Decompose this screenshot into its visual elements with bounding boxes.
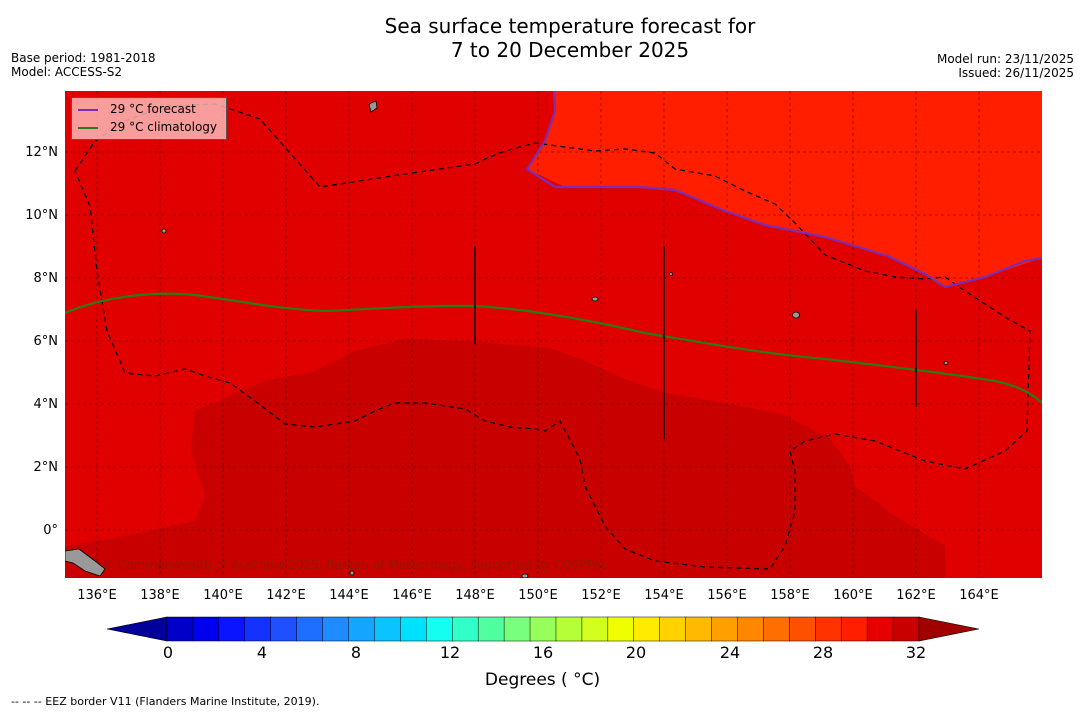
colorbar-segment bbox=[244, 616, 272, 642]
colorbar-tick-4: 4 bbox=[256, 643, 268, 662]
colorbar-segment bbox=[477, 616, 505, 642]
lon-label-160e: 160°E bbox=[833, 588, 873, 603]
lat-label-6n: 6°N bbox=[33, 334, 59, 349]
lat-label-2n: 2°N bbox=[33, 460, 59, 475]
legend-climatology-swatch bbox=[78, 126, 98, 129]
forecast-29c-line bbox=[525, 91, 1042, 289]
lon-label-146e: 146°E bbox=[392, 588, 432, 603]
colorbar-segment bbox=[451, 616, 479, 642]
colorbar-arrow-high bbox=[918, 616, 980, 642]
eez-border-note: -- -- -- EEZ border V11 (Flanders Marine… bbox=[11, 695, 320, 708]
title-line-1: Sea surface temperature forecast for bbox=[384, 14, 756, 38]
colorbar-tick-0: 0 bbox=[162, 643, 174, 662]
colorbar-segment bbox=[322, 616, 350, 642]
lon-label-156e: 156°E bbox=[707, 588, 747, 603]
colorbar-tick-16: 16 bbox=[532, 643, 554, 662]
land-areas bbox=[65, 100, 949, 578]
colorbar-segment bbox=[581, 616, 609, 642]
colorbar-segment bbox=[529, 616, 557, 642]
model-run: Model run: 23/11/2025 bbox=[936, 52, 1074, 66]
legend-climatology: 29 °C climatology bbox=[78, 120, 217, 134]
legend-forecast-swatch bbox=[78, 108, 98, 111]
colorbar-tick-8: 8 bbox=[350, 643, 362, 662]
legend-forecast-label: 29 °C forecast bbox=[110, 102, 196, 116]
copyright-notice: © Commonwealth of Australia 2025, Bureau… bbox=[102, 558, 608, 572]
colorbar-arrow-low bbox=[106, 616, 168, 642]
lat-label-8n: 8°N bbox=[33, 271, 59, 286]
colorbar-svg bbox=[106, 616, 980, 642]
map-grid bbox=[65, 91, 1042, 578]
colorbar-tick-12: 12 bbox=[439, 643, 461, 662]
colorbar-segment bbox=[218, 616, 246, 642]
colorbar-segment bbox=[789, 616, 816, 642]
colorbar-units: Degrees ( °C) bbox=[484, 670, 601, 690]
lon-label-162e: 162°E bbox=[896, 588, 936, 603]
lon-label-148e: 148°E bbox=[455, 588, 495, 603]
colorbar-segment bbox=[270, 616, 298, 642]
lon-label-150e: 150°E bbox=[518, 588, 558, 603]
colorbar-segment bbox=[840, 616, 868, 642]
base-period: Base period: 1981-2018 bbox=[11, 51, 156, 65]
lon-label-158e: 158°E bbox=[770, 588, 810, 603]
map-legend: 29 °C forecast 29 °C climatology bbox=[71, 97, 227, 140]
lon-label-152e: 152°E bbox=[581, 588, 621, 603]
colorbar-segment bbox=[296, 616, 324, 642]
colorbar-tick-24: 24 bbox=[719, 643, 741, 662]
lat-label-10n: 10°N bbox=[25, 208, 58, 223]
colorbar-segment bbox=[192, 616, 220, 642]
colorbar-segment bbox=[866, 616, 894, 642]
colorbar-segment bbox=[737, 616, 764, 642]
sst-region-31 bbox=[65, 339, 946, 578]
climatology-29c-line bbox=[65, 292, 1042, 404]
colorbar-segment bbox=[166, 616, 194, 642]
colorbar-tick-32: 32 bbox=[905, 643, 927, 662]
lon-label-136e: 136°E bbox=[77, 588, 117, 603]
colorbar-segment bbox=[555, 616, 583, 642]
lon-label-154e: 154°E bbox=[644, 588, 684, 603]
colorbar-segment bbox=[659, 616, 687, 642]
sst-map-svg bbox=[65, 91, 1042, 578]
lat-label-0: 0° bbox=[43, 523, 58, 538]
colorbar-segment bbox=[348, 616, 375, 642]
meta-right: Model run: 23/11/2025 Issued: 26/11/2025 bbox=[937, 52, 1074, 80]
legend-climatology-label: 29 °C climatology bbox=[110, 120, 218, 134]
colorbar-segment bbox=[374, 616, 401, 642]
legend-forecast: 29 °C forecast bbox=[78, 102, 196, 116]
meta-left: Base period: 1981-2018 Model: ACCESS-S2 bbox=[11, 51, 156, 79]
model-name: Model: ACCESS-S2 bbox=[11, 65, 123, 79]
sst-map[interactable] bbox=[65, 91, 1042, 578]
issued-date: Issued: 26/11/2025 bbox=[958, 66, 1074, 80]
title-line-2: 7 to 20 December 2025 bbox=[450, 38, 690, 62]
lat-label-12n: 12°N bbox=[25, 145, 58, 160]
lon-label-164e: 164°E bbox=[959, 588, 999, 603]
colorbar-tick-20: 20 bbox=[625, 643, 647, 662]
colorbar-segment bbox=[633, 616, 661, 642]
colorbar-segment bbox=[685, 616, 713, 642]
colorbar-segment bbox=[400, 616, 427, 642]
lon-label-144e: 144°E bbox=[329, 588, 369, 603]
colorbar-segment bbox=[815, 616, 842, 642]
colorbar-tick-28: 28 bbox=[812, 643, 834, 662]
lon-label-142e: 142°E bbox=[266, 588, 306, 603]
chart-title: Sea surface temperature forecast for 7 t… bbox=[0, 14, 1085, 62]
colorbar bbox=[106, 616, 980, 646]
colorbar-segment bbox=[503, 616, 531, 642]
lon-label-140e: 140°E bbox=[203, 588, 243, 603]
colorbar-segment bbox=[426, 616, 453, 642]
colorbar-segment bbox=[711, 616, 739, 642]
sst-region-29 bbox=[527, 91, 1042, 287]
marker-lines bbox=[474, 246, 917, 439]
eez-borders bbox=[74, 103, 1031, 570]
colorbar-segment bbox=[607, 616, 635, 642]
lat-label-4n: 4°N bbox=[33, 397, 59, 412]
colorbar-segment bbox=[763, 616, 790, 642]
lon-label-138e: 138°E bbox=[140, 588, 180, 603]
colorbar-segment bbox=[892, 616, 920, 642]
